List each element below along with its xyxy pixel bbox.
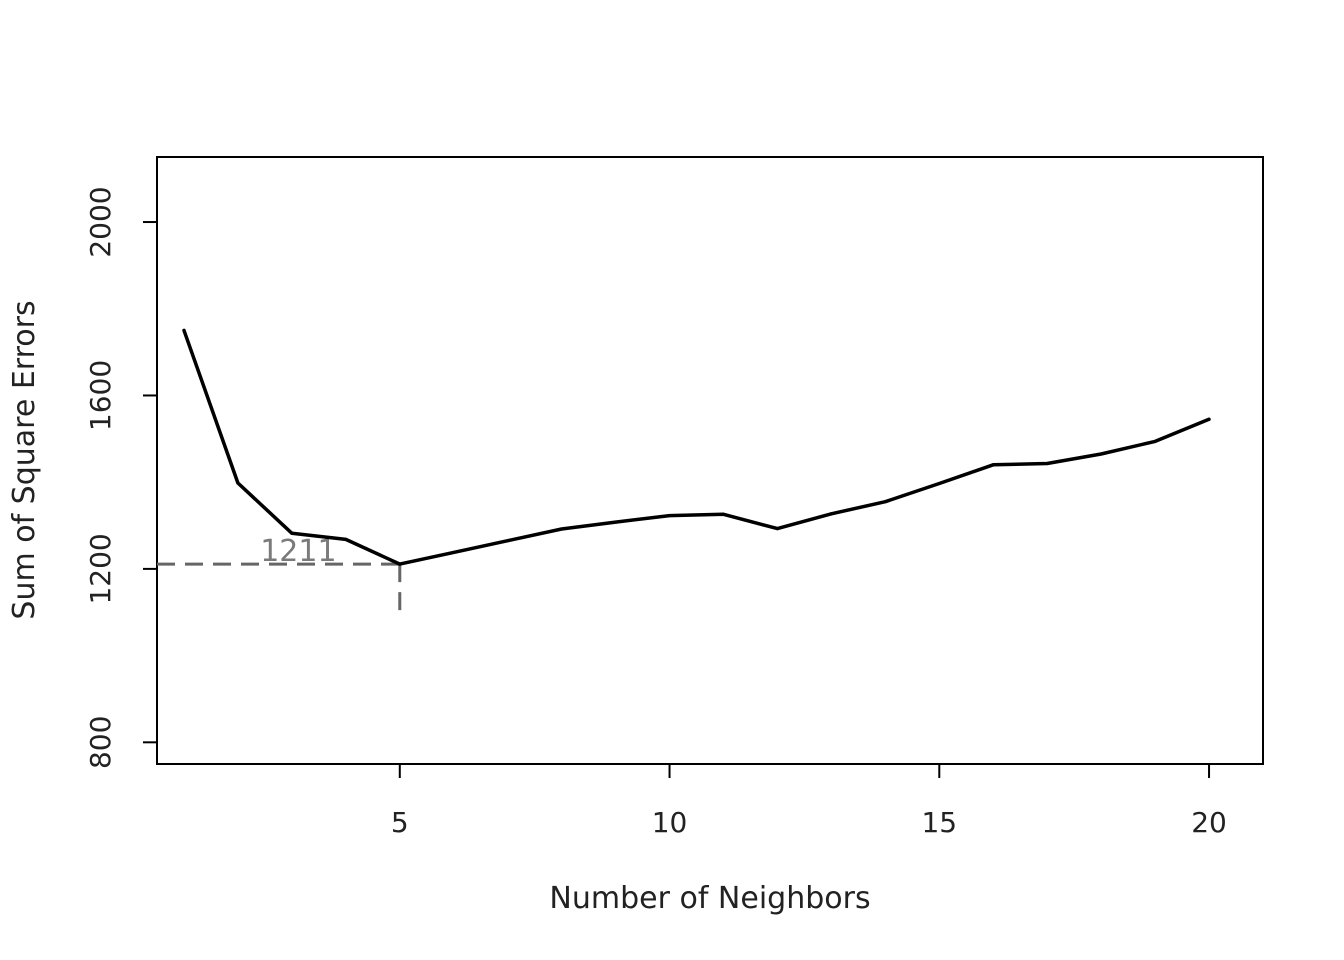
data-point	[668, 514, 671, 518]
y-tick-label: 1200	[84, 533, 117, 604]
data-point	[398, 562, 402, 566]
y-axis-label: Sum of Square Errors	[7, 300, 42, 619]
x-axis: 5 10 15 20	[391, 764, 1227, 839]
data-point	[829, 512, 833, 516]
min-annotation: 1211	[157, 534, 402, 611]
data-point	[722, 512, 725, 516]
plot-frame	[156, 156, 1264, 765]
data-point	[883, 500, 887, 504]
min-value-label: 1211	[260, 534, 336, 569]
data-point	[560, 527, 564, 531]
x-tick-label: 15	[921, 806, 957, 839]
y-tick-label: 1600	[84, 360, 117, 431]
data-point	[236, 481, 240, 485]
y-tick-label: 2000	[84, 186, 117, 257]
data-point	[452, 550, 456, 554]
data-point	[937, 482, 941, 485]
x-tick-label: 20	[1191, 806, 1227, 839]
data-point	[1099, 452, 1103, 456]
series-line	[182, 328, 1211, 566]
series-group	[182, 328, 1211, 566]
y-axis: 800 1200 1600 2000	[84, 186, 157, 769]
data-point	[344, 537, 348, 541]
data-point	[1153, 439, 1157, 443]
y-tick-label: 800	[84, 716, 117, 769]
data-point	[182, 328, 186, 332]
x-tick-label: 5	[391, 806, 409, 839]
data-point	[290, 531, 294, 535]
x-axis-label: Number of Neighbors	[549, 881, 870, 916]
data-point	[614, 520, 618, 524]
data-point	[991, 463, 995, 467]
data-point	[506, 539, 510, 543]
data-point	[775, 527, 779, 531]
x-tick-label: 10	[652, 806, 688, 839]
data-point	[1045, 462, 1049, 465]
data-point	[1207, 417, 1211, 421]
